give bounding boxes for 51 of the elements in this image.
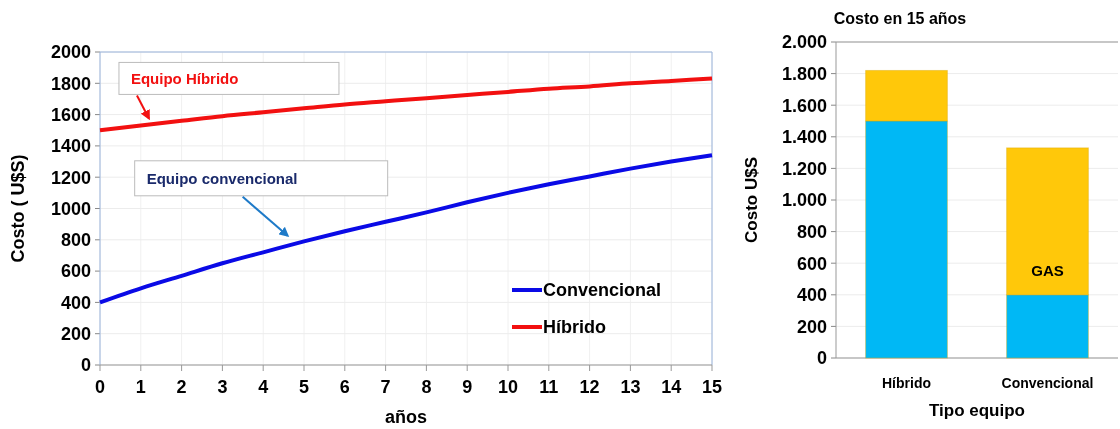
x-tick-label: 14 [661, 377, 682, 397]
x-axis-title: Tipo equipo [928, 401, 1026, 420]
y-tick-label: 1800 [50, 73, 91, 94]
y-axis-title: Costo ( U$S) [8, 154, 28, 263]
annotation: Equipo convencional [146, 169, 298, 187]
x-tick-label: 15 [701, 377, 723, 397]
y-tick-label: 1.400 [781, 127, 827, 148]
x-tick-label: 13 [620, 377, 641, 397]
y-tick-label: 1200 [50, 167, 91, 188]
y-tick-label: 1.200 [781, 158, 827, 179]
y-tick-label: 0 [80, 355, 91, 376]
legend-label: Híbrido [543, 317, 606, 338]
y-tick-label: 2000 [50, 42, 91, 63]
y-tick-label: 1.800 [781, 63, 827, 84]
y-tick-label: 600 [796, 253, 827, 274]
x-tick-label: 9 [462, 377, 473, 397]
y-tick-label: 200 [60, 324, 91, 344]
x-tick-label: 11 [539, 377, 559, 397]
x-tick-label: 12 [579, 377, 600, 397]
y-tick-label: 200 [796, 316, 827, 337]
y-axis-title: Costo U$S [742, 157, 761, 243]
y-tick-label: 400 [60, 292, 91, 313]
y-tick-label: 1400 [50, 136, 91, 157]
x-axis-title: años [384, 407, 428, 427]
line-series [98, 153, 714, 305]
x-tick-label: 2 [176, 377, 187, 397]
y-tick-label: 1000 [50, 198, 91, 219]
x-tick-label: 5 [298, 377, 310, 397]
x-tick-label: Híbrido [882, 375, 931, 391]
x-tick-label: 8 [421, 377, 432, 397]
y-tick-label: 2.000 [781, 32, 827, 53]
y-tick-label: 600 [60, 261, 91, 282]
x-tick-label: 10 [497, 377, 519, 397]
x-tick-label: 4 [258, 377, 269, 397]
legend-label: Convencional [543, 280, 662, 301]
x-tick-label: 3 [217, 377, 228, 397]
x-tick-label: 0 [94, 377, 106, 397]
y-tick-label: 1.600 [781, 95, 827, 116]
y-tick-label: 1.000 [781, 190, 827, 211]
x-tick-label: Convencional [1001, 375, 1094, 391]
x-tick-label: 1 [135, 377, 146, 397]
chart-title: Costo en 15 años [833, 10, 967, 27]
y-tick-label: 0 [816, 348, 827, 369]
y-tick-label: 800 [796, 221, 827, 242]
y-tick-label: 800 [60, 230, 91, 251]
x-tick-label: 6 [339, 377, 350, 397]
y-tick-label: 1600 [50, 104, 91, 125]
x-tick-label: 7 [380, 377, 391, 397]
annotation: Equipo Híbrido [130, 69, 239, 87]
y-tick-label: 400 [796, 285, 827, 306]
annotation: GAS [1031, 262, 1064, 279]
